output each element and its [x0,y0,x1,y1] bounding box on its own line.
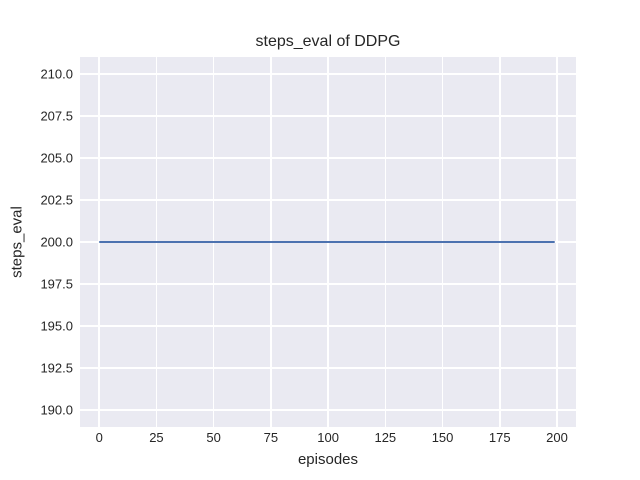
x-tick-label: 150 [431,430,454,445]
y-tick-label: 205.0 [40,150,73,166]
y-tick-label: 192.5 [40,360,73,376]
y-tick-label: 190.0 [40,402,73,418]
y-tick-label: 210.0 [40,66,73,82]
x-tick-label: 25 [149,430,164,445]
x-tick-label: 0 [95,430,103,445]
x-tick-label: 50 [206,430,221,445]
gridline-horizontal [80,115,576,117]
chart-title: steps_eval of DDPG [255,33,401,50]
x-tick-label: 200 [546,430,568,445]
plot-area [80,57,576,427]
y-axis-label: steps_eval [8,206,26,278]
line-series-layer [99,241,555,243]
gridline-horizontal [80,73,576,75]
gridline-horizontal [80,157,576,159]
x-tick-label: 175 [488,430,511,445]
y-tick-label: 197.5 [40,276,73,292]
gridline-horizontal [80,367,576,369]
gridline-horizontal [80,283,576,285]
x-tick-label: 125 [374,430,397,445]
y-tick-label: 207.5 [40,108,73,124]
y-tick-label: 200.0 [40,234,73,250]
y-tick-label: 195.0 [40,318,73,334]
x-axis-label: episodes [297,451,359,468]
y-tick-label: 202.5 [40,192,73,208]
gridline-horizontal [80,199,576,201]
gridline-horizontal [80,409,576,411]
gridline-horizontal [80,325,576,327]
x-tick-label: 100 [317,430,339,445]
x-tick-label: 75 [263,430,279,445]
